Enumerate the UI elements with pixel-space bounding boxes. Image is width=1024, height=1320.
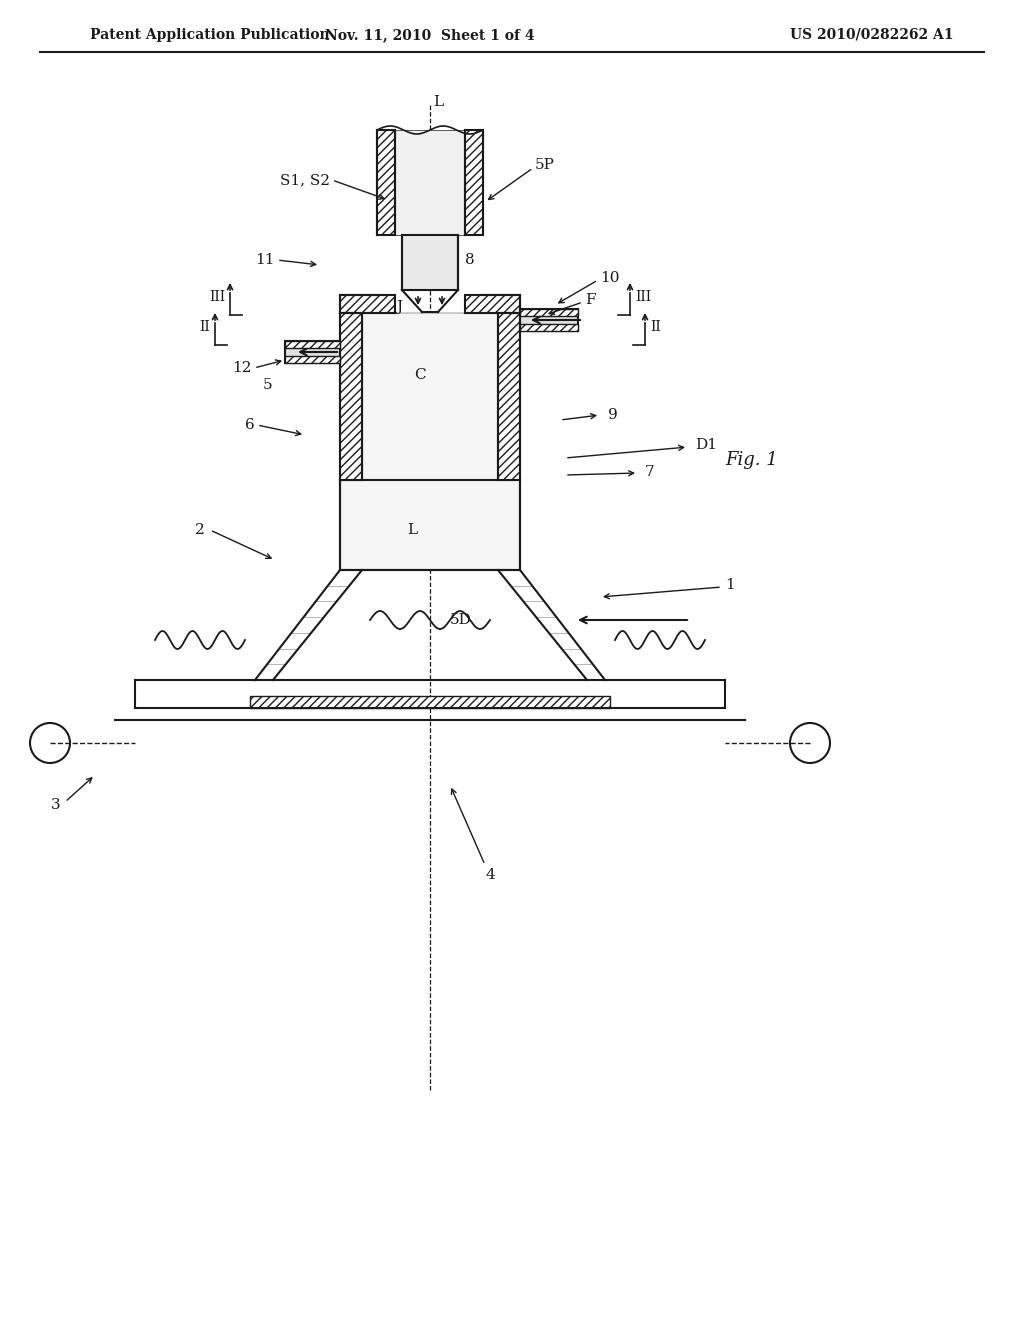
Bar [285, 356, 340, 363]
Text: 4: 4 [485, 869, 495, 882]
Text: 9: 9 [608, 408, 617, 422]
Text: 1: 1 [725, 578, 735, 591]
Bar [340, 294, 395, 313]
Text: 11: 11 [256, 253, 275, 267]
Text: 3: 3 [50, 799, 60, 812]
Bar [285, 341, 340, 348]
Text: S1, S2: S1, S2 [280, 173, 330, 187]
Bar [520, 309, 578, 315]
Text: Fig. 1: Fig. 1 [725, 451, 778, 469]
Bar [250, 696, 610, 708]
Text: F: F [585, 293, 596, 308]
Text: 10: 10 [600, 271, 620, 285]
Text: 8: 8 [465, 253, 475, 267]
Bar [465, 294, 520, 313]
Text: D1: D1 [695, 438, 717, 451]
Text: II: II [650, 319, 660, 334]
Text: US 2010/0282262 A1: US 2010/0282262 A1 [790, 28, 953, 42]
Bar [340, 480, 520, 570]
Bar [402, 235, 458, 290]
Bar [362, 313, 498, 480]
Text: L: L [433, 95, 443, 110]
Text: 5P: 5P [535, 158, 555, 172]
Bar [377, 129, 395, 235]
Bar [465, 129, 483, 235]
Bar [340, 313, 362, 480]
Text: Patent Application Publication: Patent Application Publication [90, 28, 330, 42]
Text: J: J [396, 300, 402, 314]
Text: 5D: 5D [450, 612, 472, 627]
Text: 7: 7 [645, 465, 654, 479]
Text: III: III [635, 290, 651, 304]
Text: 2: 2 [196, 523, 205, 537]
Text: C: C [414, 368, 426, 381]
Text: Nov. 11, 2010  Sheet 1 of 4: Nov. 11, 2010 Sheet 1 of 4 [326, 28, 535, 42]
Bar [520, 323, 578, 331]
Bar [285, 341, 340, 363]
Text: 5: 5 [262, 378, 272, 392]
Text: L: L [407, 523, 417, 537]
Text: II: II [200, 319, 210, 334]
Bar [520, 309, 578, 331]
Text: 6: 6 [246, 418, 255, 432]
Text: 12: 12 [232, 360, 252, 375]
Bar [498, 313, 520, 480]
Text: III: III [209, 290, 225, 304]
Bar [395, 129, 465, 235]
